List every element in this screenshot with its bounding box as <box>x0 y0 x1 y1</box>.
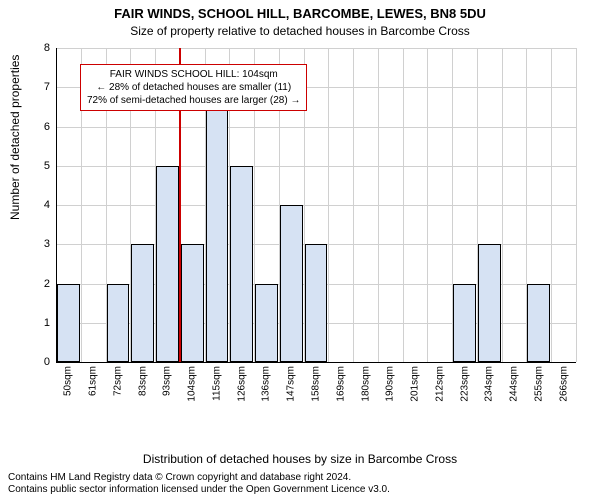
histogram-bar <box>57 284 80 363</box>
gridline <box>502 48 503 362</box>
chart-title: FAIR WINDS, SCHOOL HILL, BARCOMBE, LEWES… <box>0 6 600 21</box>
histogram-bar <box>527 284 550 363</box>
plot-inner: 01234567850sqm61sqm72sqm83sqm93sqm104sqm… <box>56 44 576 414</box>
gridline <box>328 48 329 362</box>
x-tick-label: 244sqm <box>509 366 520 402</box>
gridline <box>378 48 379 362</box>
x-tick-label: 169sqm <box>335 366 346 402</box>
plot-area: 01234567850sqm61sqm72sqm83sqm93sqm104sqm… <box>56 44 576 414</box>
chart-subtitle: Size of property relative to detached ho… <box>0 24 600 38</box>
y-tick-label: 2 <box>44 278 50 290</box>
y-tick-label: 5 <box>44 160 50 172</box>
gridline <box>576 48 577 362</box>
histogram-bar <box>305 244 328 362</box>
x-tick-label: 190sqm <box>385 366 396 402</box>
y-tick-label: 6 <box>44 121 50 133</box>
x-tick-label: 201sqm <box>410 366 421 402</box>
y-tick-label: 4 <box>44 199 50 211</box>
y-tick-label: 0 <box>44 356 50 368</box>
histogram-bar <box>181 244 204 362</box>
gridline <box>353 48 354 362</box>
histogram-bar <box>453 284 476 363</box>
gridline <box>56 166 576 167</box>
histogram-bar <box>107 284 130 363</box>
callout-line1: FAIR WINDS SCHOOL HILL: 104sqm <box>87 68 300 81</box>
attribution-line2: Contains public sector information licen… <box>8 484 390 496</box>
histogram-bar <box>131 244 154 362</box>
y-tick-label: 1 <box>44 317 50 329</box>
callout-line3: 72% of semi-detached houses are larger (… <box>87 94 300 107</box>
callout-line2: ← 28% of detached houses are smaller (11… <box>87 81 300 94</box>
callout-box: FAIR WINDS SCHOOL HILL: 104sqm← 28% of d… <box>80 64 307 111</box>
y-tick-label: 3 <box>44 238 50 250</box>
x-axis-line <box>56 362 576 363</box>
x-tick-label: 180sqm <box>360 366 371 402</box>
gridline <box>551 48 552 362</box>
histogram-bar <box>255 284 278 363</box>
x-tick-label: 83sqm <box>137 366 148 396</box>
histogram-bar <box>206 87 229 362</box>
x-tick-label: 136sqm <box>261 366 272 402</box>
gridline <box>403 48 404 362</box>
histogram-bar <box>280 205 303 362</box>
histogram-bar <box>156 166 179 362</box>
x-tick-label: 255sqm <box>533 366 544 402</box>
gridline <box>427 48 428 362</box>
x-tick-label: 50sqm <box>63 366 74 396</box>
y-tick-label: 8 <box>44 42 50 54</box>
y-axis-line <box>56 48 57 362</box>
x-tick-label: 266sqm <box>558 366 569 402</box>
x-tick-label: 158sqm <box>311 366 322 402</box>
x-tick-label: 234sqm <box>484 366 495 402</box>
x-tick-label: 61sqm <box>88 366 99 396</box>
x-tick-label: 72sqm <box>112 366 123 396</box>
x-tick-label: 104sqm <box>187 366 198 402</box>
gridline <box>56 205 576 206</box>
histogram-bar <box>478 244 501 362</box>
x-tick-label: 147sqm <box>286 366 297 402</box>
attribution: Contains HM Land Registry data © Crown c… <box>8 472 390 496</box>
x-tick-label: 223sqm <box>459 366 470 402</box>
x-tick-label: 93sqm <box>162 366 173 396</box>
y-tick-label: 7 <box>44 81 50 93</box>
gridline <box>56 127 576 128</box>
chart-container: FAIR WINDS, SCHOOL HILL, BARCOMBE, LEWES… <box>0 0 600 500</box>
x-tick-label: 212sqm <box>434 366 445 402</box>
x-tick-label: 115sqm <box>211 366 222 401</box>
x-tick-label: 126sqm <box>236 366 247 402</box>
y-axis-label: Number of detached properties <box>8 55 22 220</box>
x-axis-label: Distribution of detached houses by size … <box>0 452 600 466</box>
gridline <box>56 48 576 49</box>
attribution-line1: Contains HM Land Registry data © Crown c… <box>8 472 390 484</box>
histogram-bar <box>230 166 253 362</box>
